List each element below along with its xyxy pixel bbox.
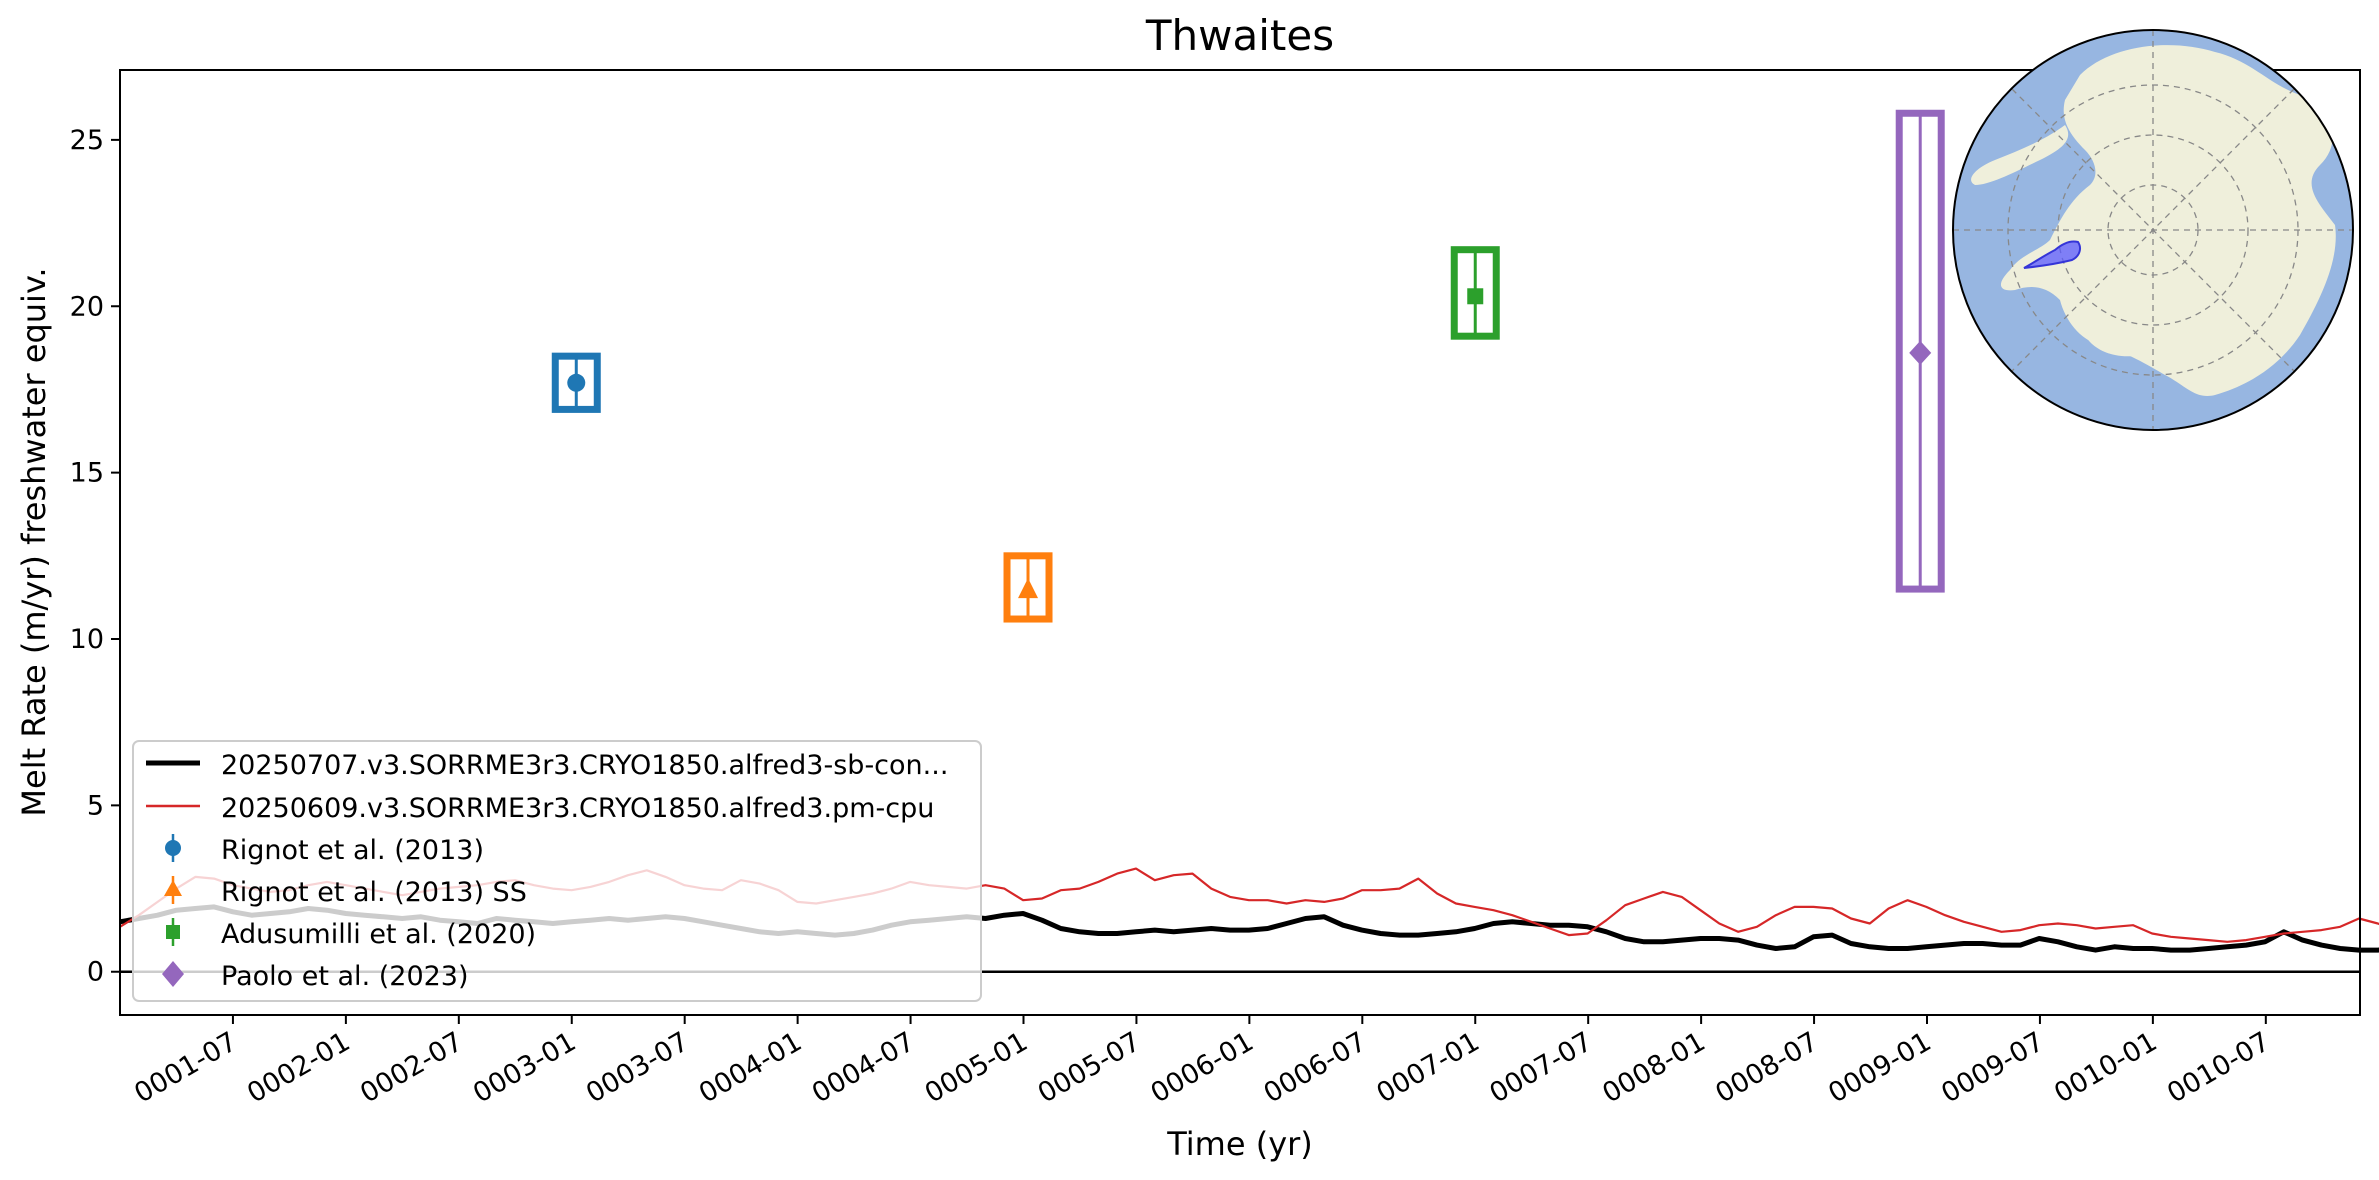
x-tick-label: 0003-01: [468, 1026, 581, 1109]
antarctica-landmass: [2000, 45, 2336, 396]
y-tick-label: 15: [70, 458, 104, 489]
thwaites-region: [2023, 240, 2081, 269]
data-point: [1018, 578, 1039, 599]
x-tick-label: 0010-07: [2162, 1026, 2275, 1109]
x-tick-label: 0008-07: [1710, 1026, 1823, 1109]
observation-marker: [1003, 552, 1053, 623]
x-tick-label: 0005-07: [1033, 1026, 1146, 1109]
legend-entry: 20250707.v3.SORRME3r3.CRYO1850.alfred3-s…: [146, 750, 948, 781]
legend-entry: 20250609.v3.SORRME3r3.CRYO1850.alfred3.p…: [146, 793, 934, 824]
legend: 20250707.v3.SORRME3r3.CRYO1850.alfred3-s…: [132, 740, 982, 1002]
x-tick-label: 0006-01: [1146, 1026, 1259, 1109]
data-point: [1467, 288, 1484, 305]
map-border: [1952, 29, 2354, 431]
observations-layer: [551, 109, 1945, 623]
x-tick-label: 0009-07: [1936, 1026, 2049, 1109]
map-gridlines: [1953, 30, 2353, 430]
legend-label: Rignot et al. (2013) SS: [221, 877, 527, 908]
legend-label: Rignot et al. (2013): [221, 835, 484, 866]
observation-marker: [1450, 246, 1500, 340]
legend-entry: Paolo et al. (2023): [162, 961, 469, 992]
y-tick-label: 5: [87, 790, 104, 821]
plot-frame: [119, 69, 2361, 1016]
observation-marker: [1895, 109, 1945, 593]
x-tick-label: 0009-01: [1823, 1026, 1936, 1109]
y-tick-label: 10: [70, 624, 104, 655]
legend-label: 20250609.v3.SORRME3r3.CRYO1850.alfred3.p…: [221, 793, 934, 824]
antarctic-peninsula: [1971, 125, 2069, 185]
inset-map-antarctica: [1952, 29, 2354, 431]
x-tick-label: 0010-01: [2049, 1026, 2162, 1109]
legend-entry: Adusumilli et al. (2020): [166, 918, 536, 950]
y-tick-label: 0: [87, 957, 104, 988]
x-tick-label: 0004-01: [694, 1026, 807, 1109]
ross-ice-shelf: [2081, 310, 2156, 357]
legend-label: 20250707.v3.SORRME3r3.CRYO1850.alfred3-s…: [221, 750, 948, 781]
legend-label: Paolo et al. (2023): [221, 961, 469, 992]
legend-entry: Rignot et al. (2013): [165, 834, 484, 866]
y-axis-label: Melt Rate (m/yr) freshwater equiv.: [15, 267, 53, 816]
x-tick-label: 0007-01: [1372, 1026, 1485, 1109]
x-tick-label: 0007-07: [1484, 1026, 1597, 1109]
legend-label: Adusumilli et al. (2020): [221, 919, 536, 950]
observation-marker: [551, 352, 601, 413]
data-point: [1909, 340, 1932, 365]
y-axis: 0 5 10 15 20 25: [70, 125, 120, 988]
x-tick-label: 0004-07: [807, 1026, 920, 1109]
x-tick-label: 0003-07: [581, 1026, 694, 1109]
legend-box: [132, 740, 982, 1002]
legend-entry: Rignot et al. (2013) SS: [164, 876, 527, 908]
x-axis: 0001-07 0002-01 0002-07 0003-01 0003-07 0004-…: [129, 1015, 2275, 1109]
x-tick-label: 0002-01: [242, 1026, 355, 1109]
x-axis-label: Time (yr): [1166, 1125, 1313, 1163]
y-tick-label: 20: [70, 291, 104, 322]
x-tick-label: 0002-07: [355, 1026, 468, 1109]
x-tick-label: 0006-07: [1259, 1026, 1372, 1109]
x-tick-label: 0001-07: [129, 1026, 242, 1109]
chart-title: Thwaites: [1145, 11, 1334, 60]
y-tick-label: 25: [70, 125, 104, 156]
data-point: [567, 373, 586, 392]
x-tick-label: 0005-01: [920, 1026, 1033, 1109]
x-tick-label: 0008-01: [1597, 1026, 1710, 1109]
